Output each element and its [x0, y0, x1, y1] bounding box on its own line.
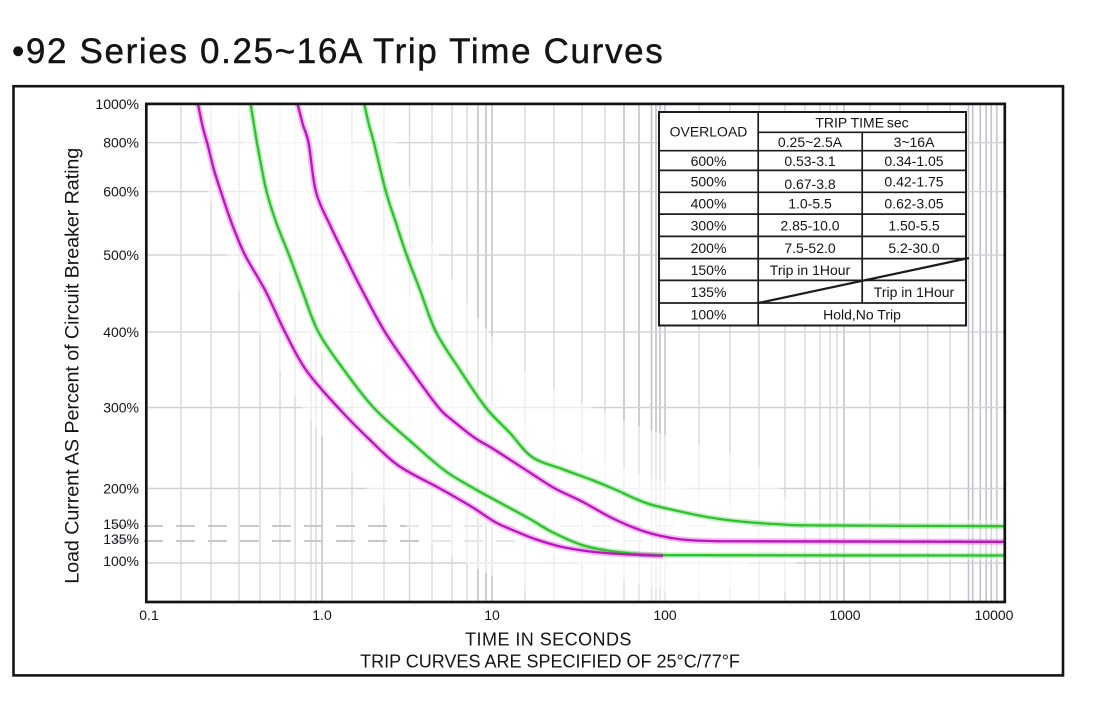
svg-text:10: 10	[484, 607, 500, 623]
svg-text:500%: 500%	[103, 247, 139, 263]
svg-text:300%: 300%	[103, 400, 139, 416]
svg-text:135%: 135%	[691, 284, 727, 300]
svg-text:7.5-52.0: 7.5-52.0	[784, 240, 836, 256]
svg-text:1.0: 1.0	[312, 607, 332, 623]
svg-text:100%: 100%	[691, 307, 727, 323]
svg-text:150%: 150%	[103, 516, 139, 532]
svg-text:200%: 200%	[691, 240, 727, 256]
svg-text:1.0-5.5: 1.0-5.5	[788, 196, 832, 212]
svg-text:1000: 1000	[829, 607, 860, 623]
svg-text:0.62-3.05: 0.62-3.05	[884, 196, 943, 212]
svg-text:100%: 100%	[103, 553, 139, 569]
svg-text:2.85-10.0: 2.85-10.0	[780, 218, 839, 234]
svg-text:TIME IN SECONDS: TIME IN SECONDS	[465, 630, 632, 650]
svg-text:600%: 600%	[691, 153, 727, 169]
svg-text:0.53-3.1: 0.53-3.1	[784, 153, 836, 169]
svg-text:10000: 10000	[975, 607, 1014, 623]
svg-text:TRIP TIME sec: TRIP TIME sec	[815, 115, 908, 131]
svg-text:150%: 150%	[691, 262, 727, 278]
svg-text:0.34-1.05: 0.34-1.05	[884, 153, 943, 169]
svg-text:300%: 300%	[691, 218, 727, 234]
svg-text:Hold,No Trip: Hold,No Trip	[823, 307, 901, 323]
svg-text:3~16A: 3~16A	[894, 134, 936, 150]
svg-text:0.1: 0.1	[139, 607, 159, 623]
svg-text:Trip in 1Hour: Trip in 1Hour	[770, 262, 851, 278]
svg-text:500%: 500%	[691, 174, 727, 190]
svg-text:800%: 800%	[103, 135, 139, 151]
svg-text:TRIP CURVES ARE SPECIFIED OF 2: TRIP CURVES ARE SPECIFIED OF 25°C/77°F	[360, 652, 740, 672]
svg-text:OVERLOAD: OVERLOAD	[670, 124, 748, 140]
svg-text:5.2-30.0: 5.2-30.0	[888, 240, 940, 256]
svg-text:0.25~2.5A: 0.25~2.5A	[778, 134, 843, 150]
svg-text:400%: 400%	[103, 324, 139, 340]
svg-text:400%: 400%	[691, 196, 727, 212]
svg-text:1.50-5.5: 1.50-5.5	[888, 218, 940, 234]
svg-text:135%: 135%	[103, 531, 139, 547]
svg-text:600%: 600%	[103, 184, 139, 200]
svg-text:1000%: 1000%	[95, 96, 139, 112]
svg-text:•92 Series 0.25~16A Trip Time: •92 Series 0.25~16A Trip Time Curves	[12, 32, 664, 71]
svg-text:200%: 200%	[103, 481, 139, 497]
svg-text:Load Current AS Percent of Cir: Load Current AS Percent of Circuit Break…	[61, 148, 83, 584]
svg-text:100: 100	[653, 607, 677, 623]
svg-text:0.42-1.75: 0.42-1.75	[884, 174, 943, 190]
svg-text:0.67-3.8: 0.67-3.8	[784, 176, 836, 192]
svg-text:Trip in 1Hour: Trip in 1Hour	[874, 284, 955, 300]
